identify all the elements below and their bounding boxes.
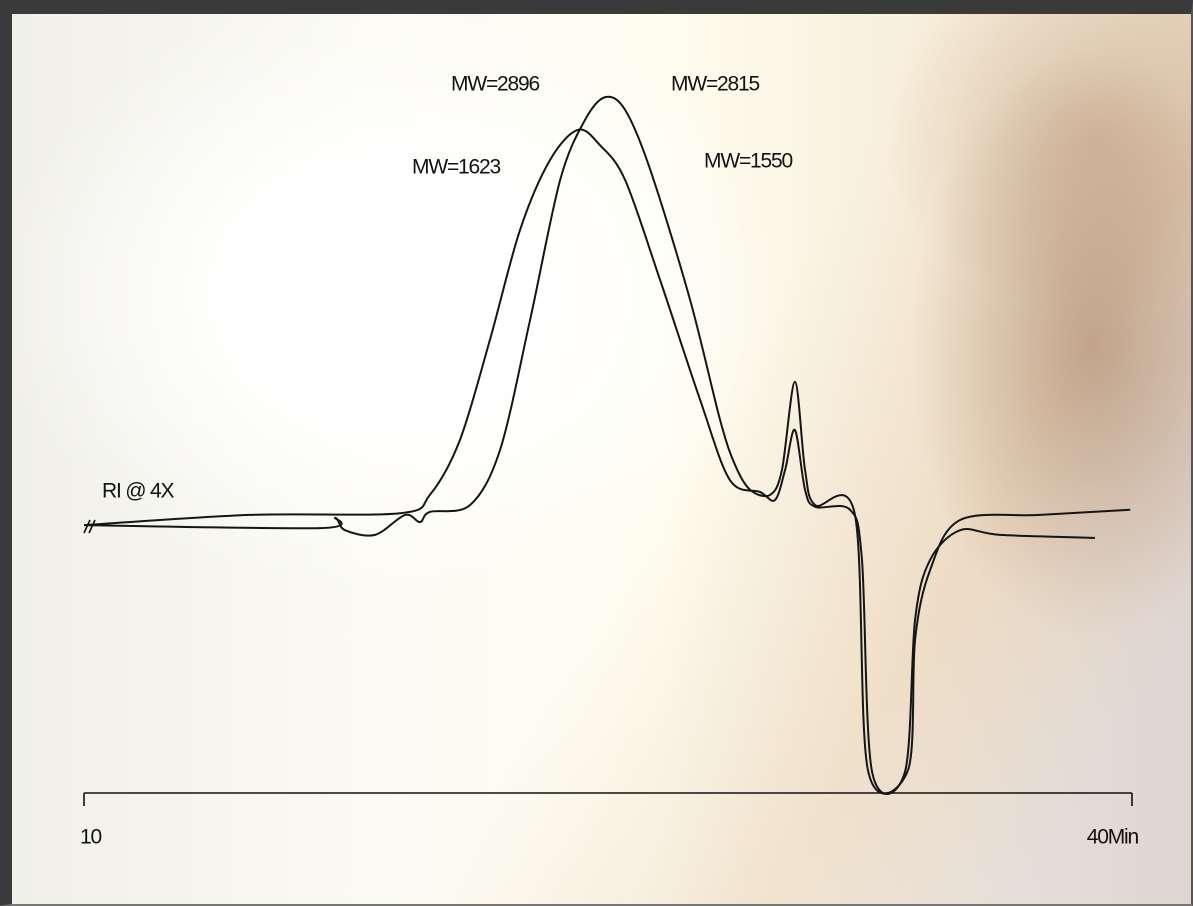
axis-break xyxy=(88,519,96,534)
annotation: RI @ 4X xyxy=(102,480,174,503)
x-tick-label: 10 xyxy=(80,826,101,849)
annotation: MW=2896 xyxy=(451,73,539,96)
chromatogram-trace xyxy=(83,128,1096,795)
chromatogram-trace xyxy=(83,95,1131,795)
x-tick-label: 40Min xyxy=(1087,826,1139,849)
annotation: MW=1550 xyxy=(704,150,792,173)
annotation: MW=2815 xyxy=(671,73,759,96)
annotation: MW=1623 xyxy=(412,156,500,179)
axis-break xyxy=(83,519,91,534)
